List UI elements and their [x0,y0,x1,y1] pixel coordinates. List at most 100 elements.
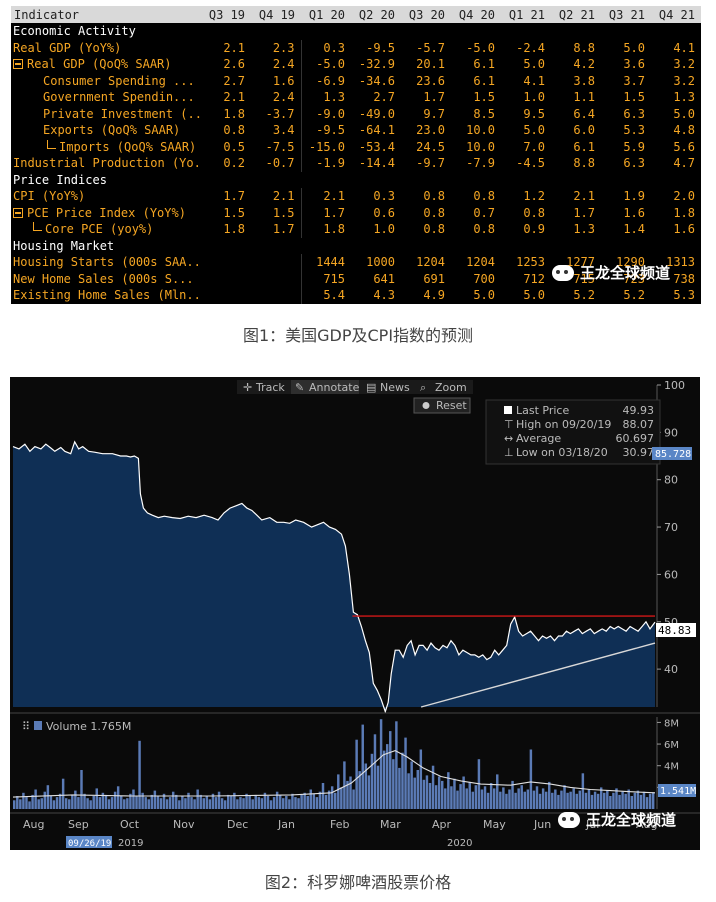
table-row[interactable]: Real GDP (YoY%) 2.1 2.3 0.3 -9.5 -5.7 -5.0 -2.4… [11,39,701,56]
volume-bar [31,794,34,809]
volume-bar [447,772,450,809]
volume-bar [346,780,349,809]
value-cell: 4.7 [673,156,695,171]
volume-axis-tick-label: 6M [664,740,679,751]
volume-bar [245,793,248,809]
volume-bar [324,794,328,809]
row-label: Industrial Production (Yo... [11,155,201,172]
chart-legend: Last Price 49.93 ⊤ High on 09/20/19 88.0… [485,399,661,465]
stock-chart: ✛ Track ✎ Annotate ▤ News ⌕ Zoom Reset [10,379,700,849]
row-label: Housing Market [11,238,701,255]
value-cell: 1253 [516,255,545,270]
table-row[interactable]: PCE Price Index (YoY%) 1.5 1.5 1.7 0.6 0.8 0.7… [11,204,701,222]
header-quarter[interactable]: Q1 20 [301,6,351,23]
zoom-button[interactable]: ⌕ Zoom [420,381,467,394]
value-cell: 1204 [416,255,445,270]
volume-bar [450,786,453,809]
collapse-icon[interactable] [13,59,23,70]
price-line [12,440,656,714]
table-row[interactable]: Industrial Production (Yo... 0.2 -0.7 -1.9-… [11,155,701,172]
volume-bar [278,794,282,809]
table-row[interactable]: Private Investment (... 1.8 -3.7 -9.0 -49.0 9… [11,105,701,122]
table-row[interactable]: New Home Sales (000s S... 715 641 691 700 712… [11,270,701,287]
header-quarter[interactable]: Q4 20 [451,6,501,23]
value-cell: 2.7 [373,90,395,105]
figure-2-caption: 图2：科罗娜啤酒股票价格 [264,873,452,892]
x-axis-month-label: Nov [173,818,195,831]
row-label: PCE Price Index (YoY%) [11,205,201,222]
last-price-swatch [504,406,512,414]
volume-bar [413,777,416,809]
volume-bar [410,761,413,809]
volume-bar [74,790,77,809]
table-row[interactable]: Government Spendin... 2.1 2.4 1.3 2.7 1.7 1.5 1… [11,89,701,106]
header-quarter[interactable]: Q3 20 [401,6,451,23]
volume-bar [303,792,306,809]
volume-bar [208,799,212,809]
value-cell: 0.3 [373,189,395,204]
table-row[interactable]: Housing Starts (000s SAA... 1444 1000 1204 1… [11,254,701,271]
forecast-table-panel: Indicator Q3 19 Q4 19 Q1 20 Q2 20 Q3 20 Q4 20 Q… [11,6,701,304]
legend-average-value: 60.697 [616,432,655,445]
track-button[interactable]: ✛ Track [243,381,285,394]
volume-bar [282,798,285,809]
value-cell: -7.5 [265,139,295,154]
news-label: News [380,381,410,394]
volume-bar [471,791,475,809]
row-label-text: Core PCE (yoy%) [45,222,154,237]
header-quarter[interactable]: Q2 21 [551,6,601,23]
volume-bar [441,780,444,809]
volume-bar [230,796,233,809]
volume-bar [178,800,181,809]
value-cell: 5.0 [523,57,545,72]
volume-bar [13,800,16,809]
news-button[interactable]: ▤ News [366,381,410,394]
value-cell: -1.9 [300,155,351,172]
volume-bar [508,789,511,809]
header-quarter[interactable]: Q4 21 [651,6,701,23]
header-quarter[interactable]: Q2 20 [351,6,401,23]
value-cell: -64.1 [358,123,395,138]
volume-bar [489,783,493,809]
annotate-button[interactable]: ✎ Annotate [291,380,360,394]
volume-bar [288,799,291,809]
header-indicator[interactable]: Indicator [11,6,201,23]
row-label-text: Economic Activity [13,24,136,39]
header-quarter[interactable]: Q3 21 [601,6,651,23]
value-cell: 1.8 [300,221,351,238]
value-cell: 23.6 [416,73,445,88]
volume-bar [584,792,588,809]
volume-bar [578,790,582,809]
value-cell: 1.8 [673,205,695,220]
volume-bar [593,791,597,809]
row-label: Exports (QoQ% SAAR) [11,122,201,139]
value-cell: 9.7 [423,106,445,121]
table-row[interactable]: CPI (YoY%) 1.7 2.1 2.1 0.3 0.8 0.8 1.2 2.1 1.9 2.0 [11,188,701,205]
value-cell: 3.2 [673,57,695,72]
collapse-icon[interactable] [13,207,23,218]
volume-bar [431,765,435,809]
volume-bar [68,799,71,809]
table-row[interactable]: Existing Home Sales (Mln... 5.4 4.3 4.9 5.0 5… [11,287,701,304]
volume-bar [526,789,530,809]
volume-bar [168,797,172,809]
header-quarter[interactable]: Q3 19 [201,6,251,23]
table-row[interactable]: Core PCE (yoy%) 1.8 1.7 1.8 1.0 0.8 0.8 0.9 1.3 1… [11,221,701,238]
value-cell: 2.4 [272,57,295,72]
volume-bar [648,793,652,809]
value-cell: 8.8 [573,156,595,171]
volume-plot [12,719,656,809]
table-row[interactable]: Real GDP (QoQ% SAAR) 2.6 2.4 -5.0 -32.9 20.1 6… [11,56,701,73]
volume-bar [599,787,603,809]
volume-bar [132,789,135,809]
table-row[interactable]: Imports (QoQ% SAAR) 0.5 -7.5 -15.0 -53.4 24.5… [11,138,701,155]
volume-tag-bg [658,784,696,797]
table-row[interactable]: Exports (QoQ% SAAR) 0.8 3.4 -9.5 -64.1 23.0 10… [11,122,701,139]
table-row[interactable]: Consumer Spending ... 2.7 1.6 -6.9 -34.6 23.6… [11,72,701,89]
volume-bar [214,797,218,809]
header-quarter[interactable]: Q1 21 [501,6,551,23]
reset-button[interactable]: Reset [413,397,471,414]
header-quarter[interactable]: Q4 19 [251,6,301,23]
volume-bar [437,776,441,809]
value-cell: 2.3 [272,40,295,55]
